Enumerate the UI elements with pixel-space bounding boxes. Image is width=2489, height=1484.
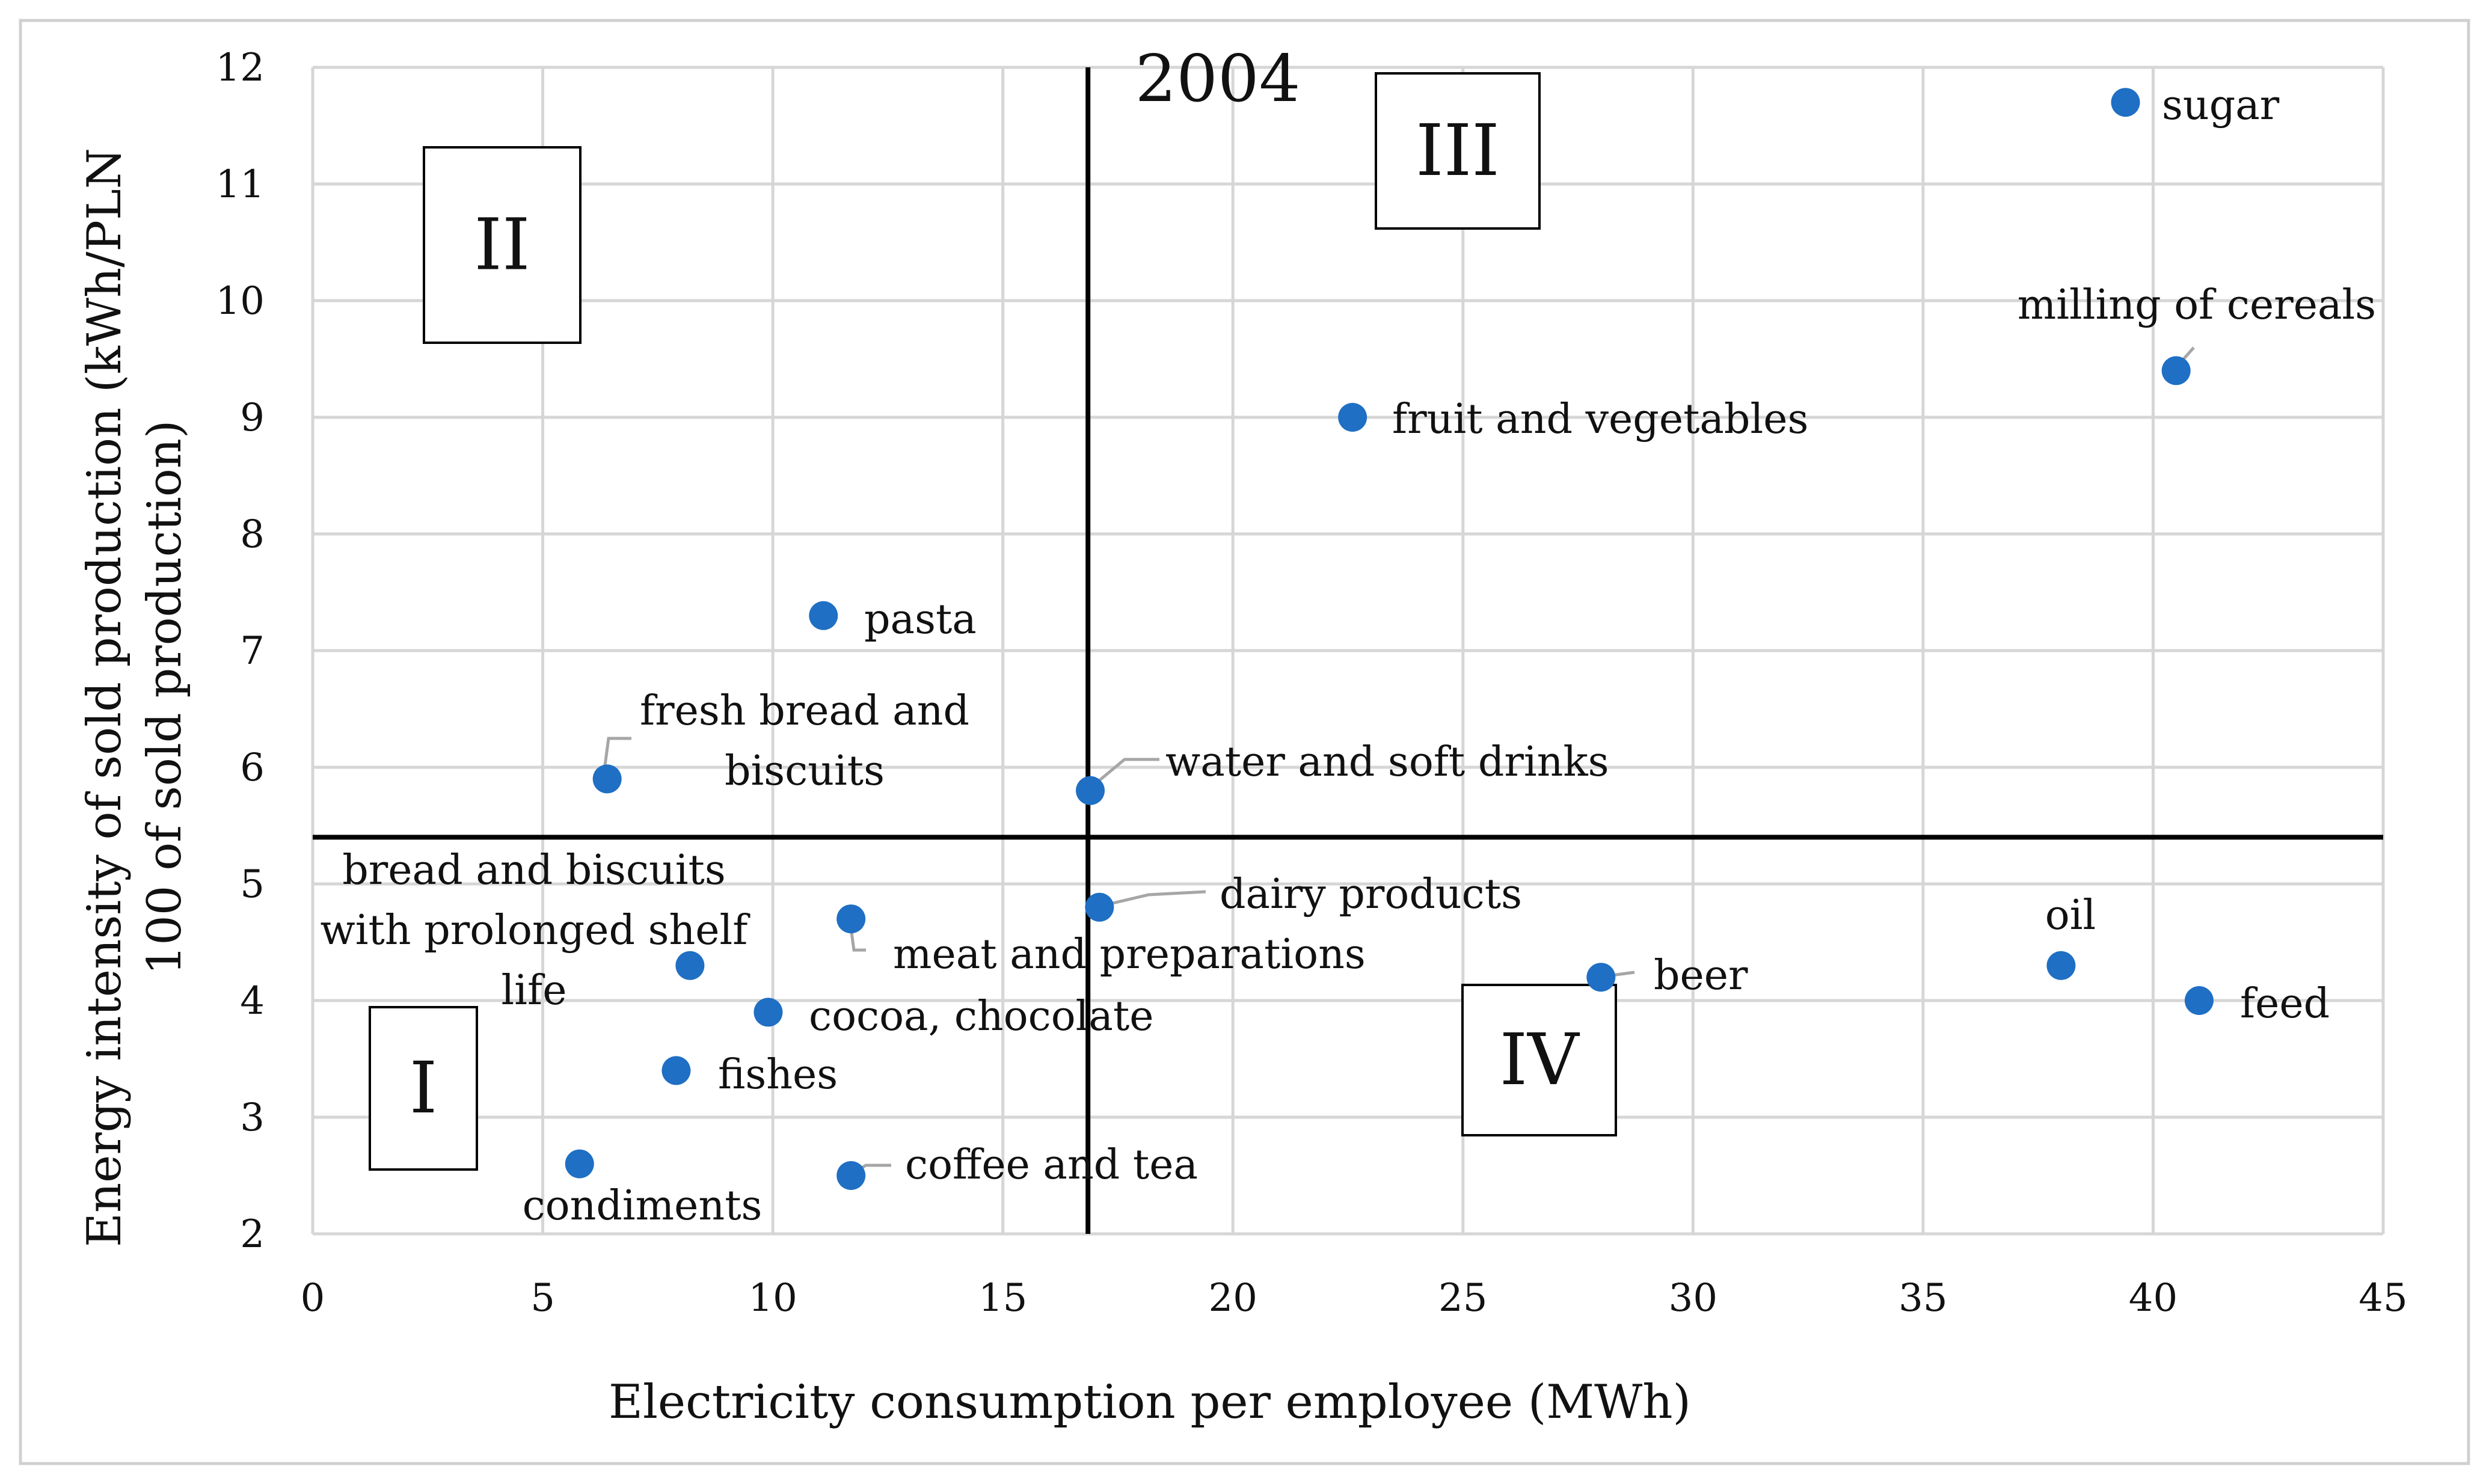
x-tick-label: 20 — [1209, 1276, 1257, 1320]
x-tick-label: 15 — [978, 1276, 1027, 1320]
x-tick-label: 0 — [301, 1276, 325, 1320]
y-axis-title-line: 100 of sold production) — [138, 420, 192, 975]
y-tick-label: 3 — [240, 1096, 265, 1140]
leader-line — [602, 737, 631, 775]
quadrant-box — [423, 146, 582, 344]
y-tick-label: 6 — [240, 746, 265, 790]
leader-line — [1097, 890, 1206, 909]
quadrant-label-III: III — [1416, 109, 1500, 192]
data-point — [753, 998, 783, 1027]
y-tick-label: 10 — [216, 279, 265, 323]
y-tick-label: 4 — [240, 979, 265, 1023]
point-label: dairy products — [1220, 871, 1522, 918]
data-point — [2184, 986, 2214, 1015]
point-labels: sugar milling of cereals fruit and vegetab… — [321, 82, 2377, 1230]
data-point — [836, 904, 866, 934]
point-label: meat and preparations — [893, 931, 1366, 978]
data-point — [2046, 951, 2076, 980]
x-axis-title: Electricity consumption per employee (MW… — [609, 1375, 1691, 1429]
y-axis-ticks: 2 3 4 5 6 7 8 9 10 11 12 — [216, 46, 265, 1257]
x-tick-label: 40 — [2129, 1276, 2177, 1320]
data-point — [661, 1056, 691, 1085]
x-axis-ticks: 0 5 10 15 20 25 30 35 40 45 — [301, 1276, 2408, 1320]
point-label: bread and biscuits with prolonged shelf li… — [321, 847, 751, 1014]
x-tick-label: 5 — [530, 1276, 555, 1320]
data-point — [1586, 963, 1616, 992]
x-tick-label: 25 — [1438, 1276, 1487, 1320]
point-label: fresh bread and biscuits — [640, 687, 969, 795]
data-point — [565, 1149, 594, 1179]
data-point — [1085, 892, 1114, 922]
point-label: oil — [2045, 892, 2096, 939]
y-axis-title-line: Energy intensity of sold production (kWh… — [78, 148, 132, 1247]
y-tick-label: 8 — [240, 512, 265, 557]
quadrant-box — [369, 1006, 478, 1171]
y-tick-label: 11 — [216, 162, 265, 207]
quadrant-dividers — [313, 67, 2383, 1234]
y-tick-label: 5 — [240, 862, 265, 907]
data-point — [1076, 776, 1105, 805]
point-label: water and soft drinks — [1165, 738, 1609, 786]
x-tick-label: 10 — [748, 1276, 797, 1320]
x-tick-label: 45 — [2359, 1276, 2407, 1320]
point-label: cocoa, chocolate — [809, 993, 1154, 1040]
point-label: feed — [2240, 980, 2330, 1028]
y-tick-label: 12 — [216, 46, 265, 90]
data-point — [2161, 356, 2191, 385]
quadrant-label-II: II — [474, 203, 530, 286]
point-label: pasta — [864, 596, 977, 643]
quadrant-box — [1461, 984, 1617, 1136]
quadrant-box — [1375, 72, 1541, 230]
data-point — [675, 951, 705, 980]
point-label: fishes — [718, 1051, 838, 1099]
data-point — [836, 1161, 866, 1190]
data-point — [1338, 403, 1367, 432]
data-point — [2111, 88, 2140, 117]
data-point — [592, 764, 622, 794]
point-label: condiments — [523, 1182, 763, 1230]
x-tick-label: 30 — [1669, 1276, 1717, 1320]
y-tick-label: 7 — [240, 629, 265, 673]
leader-line — [1087, 758, 1159, 791]
point-label: sugar — [2162, 82, 2280, 129]
y-tick-label: 9 — [240, 396, 265, 440]
y-tick-label: 2 — [240, 1212, 265, 1257]
x-tick-label: 35 — [1898, 1276, 1947, 1320]
point-label: fruit and vegetables — [1392, 396, 1808, 443]
data-points — [565, 88, 2214, 1190]
data-point — [809, 601, 838, 630]
point-label: beer — [1654, 952, 1748, 999]
chart-title: 2004 — [1135, 41, 1301, 117]
point-label: coffee and tea — [905, 1141, 1198, 1189]
quadrant-label-IV: IV — [1500, 1018, 1580, 1101]
quadrant-label-I: I — [410, 1046, 438, 1129]
point-label: milling of cereals — [2018, 281, 2376, 329]
y-axis-title: Energy intensity of sold production (kWh… — [78, 148, 192, 1247]
